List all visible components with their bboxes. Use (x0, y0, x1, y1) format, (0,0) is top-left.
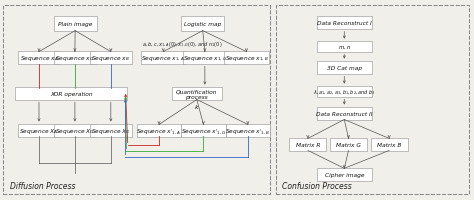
FancyBboxPatch shape (182, 52, 227, 65)
Text: $k$: $k$ (194, 103, 200, 111)
FancyBboxPatch shape (141, 52, 185, 65)
Text: Sequence $X_B$: Sequence $X_B$ (91, 126, 130, 135)
FancyBboxPatch shape (18, 124, 60, 137)
FancyBboxPatch shape (90, 52, 132, 65)
FancyBboxPatch shape (317, 42, 372, 53)
Text: Confusion Process: Confusion Process (282, 181, 352, 190)
Text: $a,b,c,x_{1,A}(0),x_{1,G}(0),and$ $n_1(0)$: $a,b,c,x_{1,A}(0),x_{1,G}(0),and$ $n_1(0… (142, 40, 223, 49)
Text: Cipher image: Cipher image (325, 172, 364, 177)
Text: Sequence $X_G$: Sequence $X_G$ (55, 126, 95, 135)
Text: 3D Cat map: 3D Cat map (327, 66, 362, 71)
Text: Sequence $x_{1,G}$: Sequence $x_{1,G}$ (183, 54, 227, 62)
Text: Sequence $x_{1,A}$: Sequence $x_{1,A}$ (141, 54, 185, 62)
Text: Plain image: Plain image (58, 22, 92, 27)
Text: Sequence $x'_{1,G}$: Sequence $x'_{1,G}$ (181, 127, 226, 135)
FancyBboxPatch shape (290, 138, 326, 151)
FancyBboxPatch shape (330, 138, 367, 151)
Text: Data Reconstruct I: Data Reconstruct I (317, 21, 372, 26)
Text: Matrix B: Matrix B (377, 142, 401, 147)
Text: Diffusion Process: Diffusion Process (10, 181, 76, 190)
Text: Sequence $X_A$: Sequence $X_A$ (19, 126, 59, 135)
Text: Quantification
process: Quantification process (176, 89, 218, 99)
FancyBboxPatch shape (90, 124, 132, 137)
Text: Sequence $x_A$: Sequence $x_A$ (19, 54, 58, 63)
FancyBboxPatch shape (137, 124, 181, 137)
FancyBboxPatch shape (317, 86, 372, 98)
FancyBboxPatch shape (226, 124, 270, 137)
FancyBboxPatch shape (172, 87, 222, 101)
Text: $m,n$: $m,n$ (337, 44, 351, 51)
FancyBboxPatch shape (317, 168, 372, 181)
FancyBboxPatch shape (15, 87, 127, 101)
Text: Data Reconstruct II: Data Reconstruct II (316, 111, 373, 116)
FancyBboxPatch shape (54, 17, 97, 32)
Text: Sequence $x_B$: Sequence $x_B$ (91, 54, 130, 63)
Text: Sequence $x'_{1,B}$: Sequence $x'_{1,B}$ (225, 127, 271, 135)
FancyBboxPatch shape (54, 124, 96, 137)
Text: Sequence $x_{1,B}$: Sequence $x_{1,B}$ (225, 54, 268, 62)
Text: XOR operation: XOR operation (50, 92, 92, 97)
FancyBboxPatch shape (54, 52, 96, 65)
FancyBboxPatch shape (317, 17, 372, 30)
FancyBboxPatch shape (317, 107, 372, 120)
Text: $\lambda,a_1,a_2,a_3,b_1,b_2,and$ $b_3$: $\lambda,a_1,a_2,a_3,b_1,b_2,and$ $b_3$ (313, 88, 375, 96)
FancyBboxPatch shape (224, 52, 269, 65)
Text: Sequence $x_G$: Sequence $x_G$ (55, 54, 94, 63)
Text: Matrix G: Matrix G (336, 142, 361, 147)
FancyBboxPatch shape (181, 124, 226, 137)
Text: Matrix R: Matrix R (296, 142, 320, 147)
FancyBboxPatch shape (371, 138, 408, 151)
FancyBboxPatch shape (181, 17, 224, 32)
FancyBboxPatch shape (18, 52, 60, 65)
FancyBboxPatch shape (317, 62, 372, 75)
Text: Logistic map: Logistic map (184, 22, 221, 27)
Text: Sequence $x'_{1,A}$: Sequence $x'_{1,A}$ (137, 127, 182, 135)
